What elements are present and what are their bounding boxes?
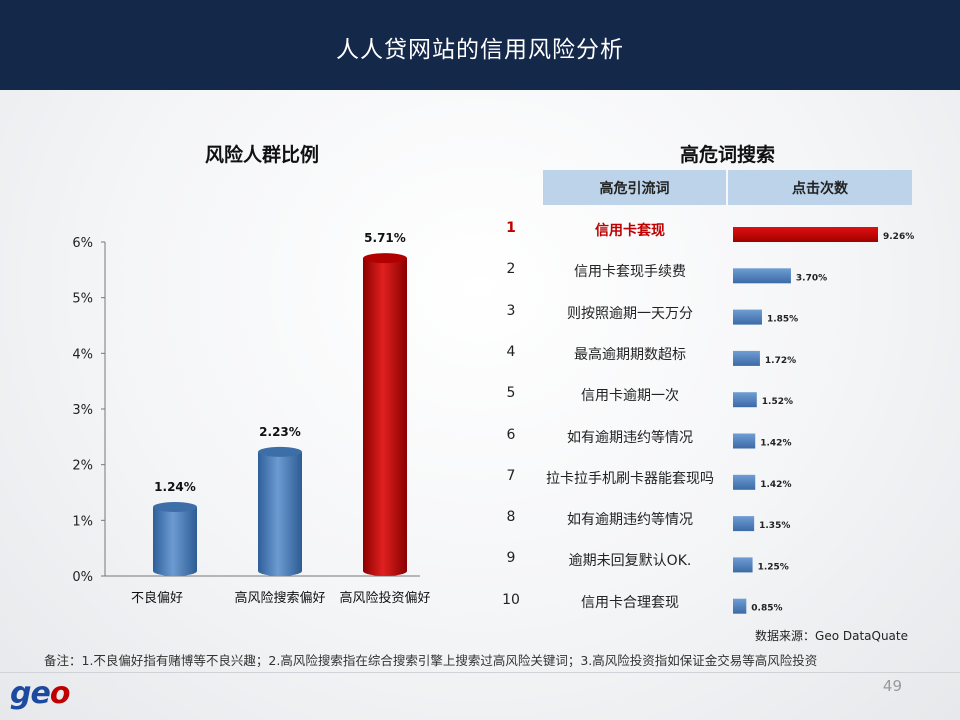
hbar	[733, 516, 755, 532]
hbar	[733, 268, 791, 284]
hbar-value-label: 1.42%	[760, 480, 791, 490]
rank-number: 4	[506, 343, 516, 360]
hbar-value-label: 3.70%	[796, 273, 827, 283]
data-label: 5.71%	[364, 231, 406, 245]
data-label: 2.23%	[259, 425, 301, 439]
clicks-column-header: 点击次数	[728, 170, 912, 205]
rank-number: 3	[506, 302, 516, 319]
y-tick-label: 6%	[72, 236, 93, 251]
keyword-search-title: 高危词搜索	[680, 144, 776, 166]
keyword-label: 逾期未回复默认OK.	[568, 553, 692, 570]
y-tick-label: 5%	[72, 292, 93, 307]
hbar-value-label: 1.52%	[762, 397, 793, 407]
footnote: 备注：1.不良偏好指有赌博等不良兴趣；2.高风险搜索指在综合搜索引擎上搜索过高风…	[44, 653, 818, 668]
y-tick-label: 4%	[72, 347, 93, 362]
keyword-label: 最高逾期期数超标	[574, 346, 686, 363]
keyword-label: 信用卡合理套现	[581, 594, 679, 611]
rank-number: 2	[506, 261, 516, 278]
y-tick-label: 3%	[72, 403, 93, 418]
hbar-value-label: 9.26%	[883, 232, 914, 242]
keyword-label: 信用卡套现	[595, 223, 665, 239]
data-source: 数据来源：Geo DataQuate	[755, 629, 908, 643]
hbar	[733, 350, 760, 366]
bar	[258, 451, 302, 576]
hbar	[733, 433, 756, 449]
hbar-value-label: 1.85%	[767, 315, 798, 325]
y-tick-label: 0%	[72, 570, 93, 585]
category-label: 高风险投资偏好	[339, 590, 430, 606]
hbar	[733, 392, 757, 408]
rank-number: 10	[502, 591, 520, 608]
hbar-value-label: 1.42%	[760, 439, 791, 449]
geo-logo: geo	[10, 676, 70, 711]
category-label: 不良偏好	[131, 590, 183, 606]
hbar-value-label: 1.35%	[759, 521, 790, 531]
category-label: 高风险搜索偏好	[234, 590, 325, 606]
rank-number: 6	[506, 426, 516, 443]
hbar	[733, 557, 753, 573]
hbar-value-label: 1.25%	[758, 562, 789, 572]
rank-number: 8	[506, 509, 516, 526]
rank-number: 9	[506, 550, 516, 567]
bar	[363, 258, 407, 576]
keyword-label: 信用卡套现手续费	[574, 264, 686, 281]
keyword-label: 如有逾期违约等情况	[567, 512, 693, 529]
bar-top	[153, 501, 197, 512]
hbar	[733, 227, 878, 242]
bar	[153, 506, 197, 576]
risk-group-chart-title: 风险人群比例	[205, 144, 320, 166]
hbar	[733, 598, 747, 614]
footer-divider	[0, 672, 960, 673]
rank-number: 5	[506, 385, 516, 402]
hbar	[733, 474, 756, 490]
y-tick-label: 2%	[72, 459, 93, 474]
page-title: 人人贷网站的信用风险分析	[336, 37, 624, 63]
rank-number: 7	[506, 467, 516, 484]
data-label: 1.24%	[154, 480, 196, 494]
keyword-label: 信用卡逾期一次	[581, 388, 679, 405]
page-number: 49	[882, 677, 902, 695]
bar-top	[258, 446, 302, 457]
header-bar: 人人贷网站的信用风险分析	[0, 0, 960, 90]
keyword-label: 拉卡拉手机刷卡器能套现吗	[546, 470, 714, 487]
keyword-column-header: 高危引流词	[543, 170, 726, 205]
hbar-value-label: 1.72%	[765, 356, 796, 366]
hbar-value-label: 0.85%	[751, 604, 782, 614]
keyword-label: 如有逾期违约等情况	[567, 429, 693, 446]
keyword-label: 则按照逾期一天万分	[567, 305, 693, 322]
y-tick-label: 1%	[72, 514, 93, 529]
rank-number: 1	[506, 220, 516, 236]
bar-top	[363, 253, 407, 264]
hbar	[733, 309, 762, 325]
